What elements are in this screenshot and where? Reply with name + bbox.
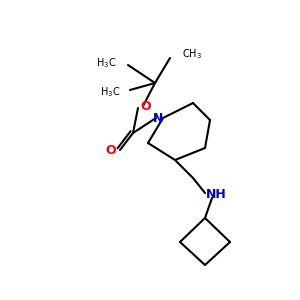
Text: O: O (141, 100, 151, 112)
Text: CH$_3$: CH$_3$ (182, 47, 202, 61)
Text: H$_3$C: H$_3$C (96, 56, 116, 70)
Text: H$_3$C: H$_3$C (100, 85, 120, 99)
Text: O: O (106, 145, 116, 158)
Text: NH: NH (206, 188, 226, 202)
Text: N: N (153, 112, 163, 124)
